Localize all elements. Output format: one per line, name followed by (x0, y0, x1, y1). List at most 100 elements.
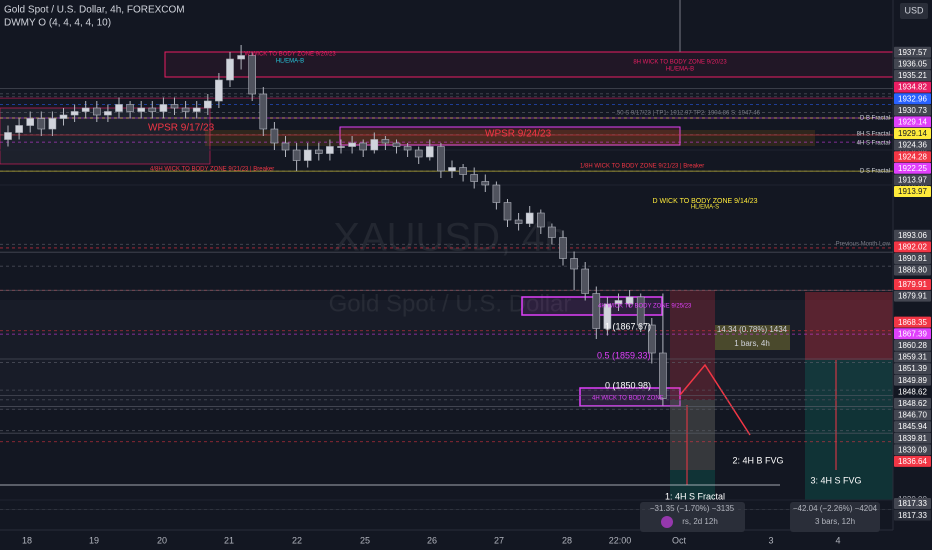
annotation: HL/EMA-B (276, 59, 304, 65)
x-tick-label: 27 (494, 535, 504, 545)
indicator: DWMY O (4, 4, 4, 4, 10) (4, 18, 111, 29)
price-label-box (894, 264, 931, 276)
price-label-box (894, 397, 931, 409)
candle-body (270, 128, 279, 144)
candle-body (192, 107, 201, 112)
candle-body (348, 142, 356, 147)
price-label: 1839.09 (898, 445, 927, 454)
candle-body (614, 300, 623, 305)
price-label: 1913.97 (898, 187, 927, 196)
candle-body (392, 142, 401, 147)
price-label-box (894, 46, 931, 58)
price-label-box (894, 409, 931, 421)
position-box (805, 292, 893, 360)
candle-body (647, 324, 656, 354)
price-label: 1846.70 (898, 411, 927, 420)
price-label-box (894, 81, 931, 93)
candle-body (137, 107, 145, 112)
candle-body (215, 79, 223, 102)
x-tick-label: 4 (835, 535, 840, 545)
candle-body (570, 258, 578, 270)
price-label-box (894, 374, 931, 386)
price-label-box (894, 444, 931, 456)
price-label: 1868.35 (898, 318, 927, 327)
x-tick-label: 20 (157, 535, 167, 545)
price-label-box (894, 498, 931, 510)
candle-body (603, 303, 612, 329)
annotation: 2: 4H B FVG (732, 455, 783, 465)
annotation: D S Fractal (860, 169, 890, 175)
price-label: 1936.05 (898, 59, 927, 68)
price-label-box (894, 241, 931, 253)
price-label-box (894, 116, 931, 128)
price-label: 1935.21 (898, 71, 927, 80)
annotation: 1: 4H S Fractal (665, 491, 725, 501)
annotation: HL/EMA-S (691, 205, 719, 211)
price-label-box (894, 316, 931, 328)
annotation: D WICK TO BODY ZONE 9/14/23 (652, 198, 757, 205)
candle-body (514, 219, 523, 224)
candle-body (437, 146, 445, 172)
annotation: 1/8H WICK TO BODY ZONE 9/21/23 | Breaker (580, 164, 704, 170)
measure-box (715, 325, 790, 350)
zone (339, 126, 681, 146)
projection (679, 363, 751, 436)
price-label-box (894, 252, 931, 264)
price-label: 1836.64 (898, 457, 927, 466)
candle-body (26, 118, 35, 126)
price-label: 1924.28 (898, 152, 927, 161)
header-title: Gold Spot / U.S. Dollar, 4h, FOREXCOM (4, 5, 185, 16)
price-label: 1929.14 (898, 129, 927, 138)
x-tick-label: 26 (427, 535, 437, 545)
candle-body (81, 107, 90, 112)
price-label-box (894, 421, 931, 433)
candle-body (425, 146, 434, 158)
price-label-box (894, 455, 931, 467)
candle-body (326, 146, 334, 154)
price-label: 1934.82 (898, 83, 927, 92)
candle-body (359, 142, 368, 151)
candle-body (403, 146, 412, 151)
price-label-box (894, 93, 931, 105)
price-label: 1929.14 (898, 117, 927, 126)
candle-body (104, 111, 112, 116)
candle-body (170, 104, 179, 109)
price-label-box (894, 104, 931, 116)
candle-body (592, 293, 601, 329)
annotation: rs, 2d 12h (682, 517, 718, 526)
price-label: 1849.89 (898, 376, 927, 385)
candle-body (414, 149, 423, 158)
annotation: W WICK TO BODY ZONE 9/20/23 (244, 52, 336, 58)
candle-body (4, 132, 12, 140)
candle-body (525, 212, 534, 224)
candle-body (370, 139, 379, 151)
price-label: 1924.36 (898, 141, 927, 150)
price-label: 1892.02 (898, 242, 927, 251)
annotation: 8H WICK TO BODY ZONE 9/20/23 (633, 60, 727, 66)
candle-body (226, 58, 234, 81)
candle-body (148, 107, 157, 112)
x-tick-label: 22 (292, 535, 302, 545)
price-label: 1859.31 (898, 353, 927, 362)
price-label: 1879.91 (898, 280, 927, 289)
price-label-box (894, 386, 931, 398)
candle-body (337, 146, 345, 148)
annotation: HL/EMA-B (666, 67, 694, 73)
price-label: 1930.73 (898, 106, 927, 115)
candle-body (281, 142, 290, 151)
x-tick-label: Oct (672, 535, 687, 545)
currency[interactable]: USD (904, 5, 924, 15)
candle-body (492, 184, 501, 203)
annotation: 4/8H WICK TO BODY ZONE 9/21/23 | Breaker (150, 167, 274, 173)
candle-body (204, 100, 212, 109)
annotation: 3: 4H S FVG (810, 475, 861, 485)
currency-box[interactable] (900, 3, 928, 19)
candle-body (292, 149, 301, 161)
candle-body (581, 268, 590, 294)
price-label-box (894, 509, 931, 521)
price-label: 1848.62 (898, 387, 927, 396)
annotation: WPSR 9/17/23 (148, 123, 215, 134)
price-label: 1913.97 (898, 175, 927, 184)
price-label: 1867.39 (898, 329, 927, 338)
